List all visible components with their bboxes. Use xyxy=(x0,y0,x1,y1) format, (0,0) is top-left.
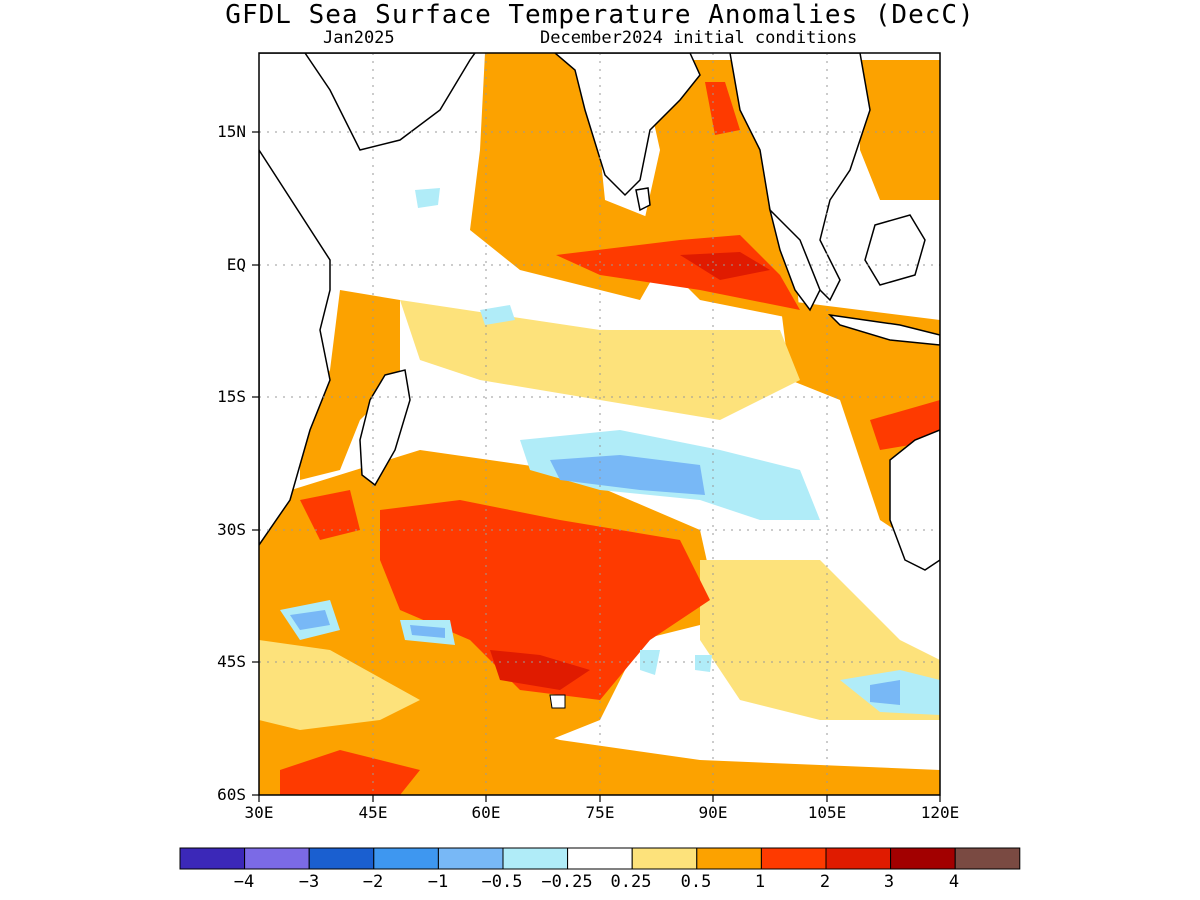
colorbar-label: −0.5 xyxy=(481,872,523,892)
anomaly-region-darkred-equatorial xyxy=(680,252,770,280)
landmass-southeast-asia xyxy=(729,53,871,302)
colorbar-swatch xyxy=(825,847,892,870)
colorbar-swatch xyxy=(308,847,375,870)
anomaly-region-red-southwest xyxy=(300,490,360,540)
colorbar-swatch xyxy=(373,847,439,870)
landmass-kerguelen xyxy=(549,694,566,709)
anomaly-region-darkred-south xyxy=(490,650,590,690)
colorbar-label: −3 xyxy=(298,872,320,892)
colorbar-label: 0.25 xyxy=(610,872,652,892)
colorbar-label: −1 xyxy=(427,872,449,892)
x-tick-label: 75E xyxy=(585,803,615,822)
anomaly-region-blue-central xyxy=(550,455,705,495)
colorbar-swatch xyxy=(890,847,956,870)
anomaly-region-orange-far-east xyxy=(860,60,940,200)
x-tick-label: 45E xyxy=(358,803,388,822)
anomaly-region-blue-west2 xyxy=(410,625,445,638)
colorbar-swatch xyxy=(179,847,246,870)
y-tick-label: EQ xyxy=(226,255,246,274)
axis-ticks xyxy=(252,131,941,802)
y-tick-label: 15S xyxy=(217,387,246,406)
colorbar-label: 4 xyxy=(948,872,960,892)
x-tick-label: 30E xyxy=(244,803,274,822)
anomaly-region-orange-bottom xyxy=(259,700,940,795)
landmass-borneo xyxy=(864,214,926,286)
colorbar-swatch xyxy=(631,847,698,870)
colorbar-label: 0.5 xyxy=(680,872,712,892)
y-tick-label: 45S xyxy=(217,652,246,671)
landmass-sri-lanka xyxy=(635,187,651,212)
colorbar-label: 2 xyxy=(819,872,831,892)
y-tick-label: 30S xyxy=(217,520,246,539)
anomaly-region-red-bottom xyxy=(280,750,420,795)
colorbar-swatch xyxy=(567,847,633,870)
colorbar-label: −0.25 xyxy=(541,872,593,892)
colorbar-swatch xyxy=(760,847,827,870)
anomaly-region-cyan-small xyxy=(640,650,660,675)
colorbar-swatch xyxy=(696,847,762,870)
colorbar-swatch xyxy=(244,847,310,870)
anomaly-region-cyan-north xyxy=(415,188,440,208)
gridlines xyxy=(259,53,940,795)
anomaly-region-orange-west xyxy=(300,290,400,480)
anomaly-region-yellow-equator xyxy=(400,300,800,420)
landmass-africa xyxy=(259,53,476,547)
landmass-australia xyxy=(889,429,940,571)
colorbar-label: −4 xyxy=(233,872,255,892)
anomaly-region-blue-southeast xyxy=(870,680,900,705)
landmass-java xyxy=(827,313,940,346)
x-tick-label: 60E xyxy=(471,803,501,822)
colorbar-swatch xyxy=(954,847,1021,870)
x-tick-label: 90E xyxy=(698,803,728,822)
colorbar-swatch xyxy=(502,847,569,870)
x-tick-label: 105E xyxy=(807,803,847,822)
colorbar xyxy=(179,847,1021,870)
landmass-sumatra xyxy=(768,207,821,312)
colorbar-swatch xyxy=(437,847,504,870)
forecast-month: Jan2025 xyxy=(323,28,395,48)
anomaly-region-orange-arabian xyxy=(470,53,680,300)
anomaly-region-cyan-equator xyxy=(480,305,515,325)
colorbar-label: 3 xyxy=(883,872,895,892)
anomaly-region-blue-west xyxy=(290,610,330,630)
anomaly-region-red-south xyxy=(380,500,710,700)
colorbar-label: 1 xyxy=(754,872,766,892)
anomaly-region-cyan-small2 xyxy=(695,655,712,672)
map-title: GFDL Sea Surface Temperature Anomalies (… xyxy=(225,0,975,30)
x-tick-label: 120E xyxy=(920,803,960,822)
anomaly-field xyxy=(259,53,940,795)
landmass-india xyxy=(553,53,701,197)
initial-conditions: December2024 initial conditions xyxy=(540,28,858,48)
anomaly-region-red-bay xyxy=(705,82,740,135)
colorbar-label: −2 xyxy=(362,872,384,892)
y-tick-label: 15N xyxy=(217,122,246,141)
y-tick-label: 60S xyxy=(217,785,246,804)
